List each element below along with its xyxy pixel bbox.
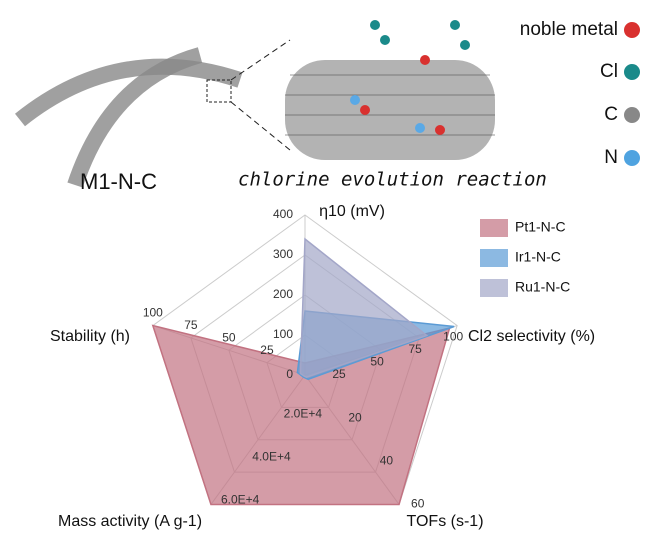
- legend-label: N: [604, 147, 618, 168]
- tick-label: 20: [348, 410, 362, 424]
- material-label: M1-N-C: [80, 169, 157, 194]
- axis-label: TOFs (s-1): [406, 513, 483, 530]
- legend-entry: Ir1-N-C: [515, 249, 561, 265]
- reaction-label: chlorine evolution reaction: [238, 169, 547, 191]
- tick-label: 60: [411, 497, 425, 511]
- tick-label: 50: [370, 354, 384, 368]
- tick-label: 2.0E+4: [284, 406, 323, 420]
- legend-label: C: [604, 104, 618, 125]
- legend-swatch: [480, 279, 508, 297]
- tick-label: 25: [332, 367, 346, 381]
- tick-label: 0: [286, 367, 293, 381]
- legend-label: noble metal: [520, 19, 618, 40]
- tick-label: 100: [443, 330, 463, 344]
- legend-entry: Pt1-N-C: [515, 219, 566, 235]
- tick-label: 400: [273, 207, 293, 221]
- tick-label: 75: [408, 342, 422, 356]
- legend-label: Cl: [600, 61, 618, 82]
- axis-label: Mass activity (A g-1): [58, 513, 202, 530]
- tick-label: 300: [273, 247, 293, 261]
- legend-swatch: [480, 249, 508, 267]
- tick-label: 25: [260, 343, 274, 357]
- radar-chart: 0 100 200 300 400 25 50 75 100 20 40 60 2.0E+4 4.0E+4…: [50, 203, 595, 530]
- axis-label: Cl2 selectivity (%): [468, 328, 595, 345]
- tick-label: 40: [380, 453, 394, 467]
- tick-label: 75: [184, 318, 198, 332]
- axis-label: η10 (mV): [319, 203, 385, 220]
- tick-label: 100: [273, 327, 293, 341]
- tick-label: 100: [143, 306, 163, 320]
- legend-swatch: [480, 219, 508, 237]
- tick-label: 4.0E+4: [252, 449, 291, 463]
- legend-entry: Ru1-N-C: [515, 279, 570, 295]
- tick-label: 200: [273, 287, 293, 301]
- axis-label: Stability (h): [50, 328, 130, 345]
- tick-label: 6.0E+4: [221, 493, 260, 507]
- series-area: [299, 237, 429, 378]
- tick-label: 50: [222, 330, 236, 344]
- nanotube-illustration: [15, 20, 640, 188]
